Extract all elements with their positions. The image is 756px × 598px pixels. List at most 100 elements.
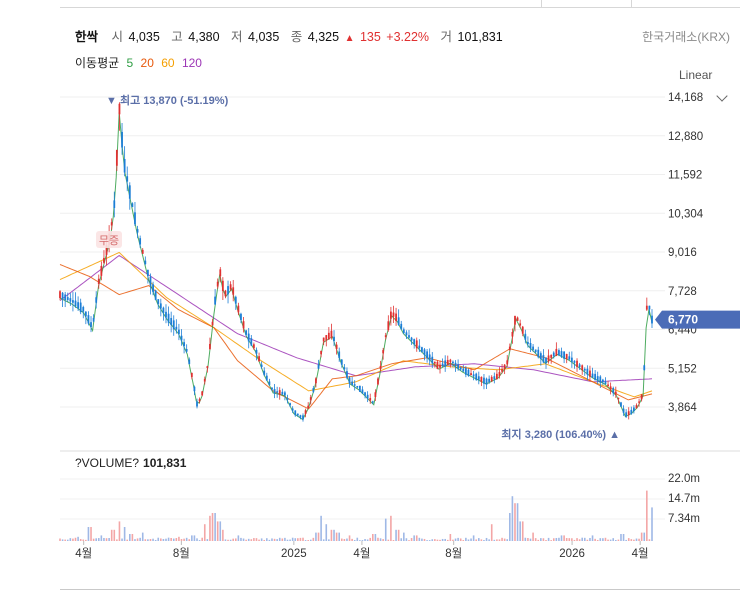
change-value: 135 — [359, 30, 381, 44]
volume-bar — [167, 537, 170, 541]
volume-bar — [436, 539, 439, 541]
volume-bar — [59, 538, 61, 541]
volume-bar — [302, 537, 304, 541]
volume-bar — [493, 539, 496, 541]
volume-bar — [620, 534, 622, 541]
ma-60[interactable]: 60 — [161, 56, 175, 70]
volume-bar — [322, 539, 325, 541]
volume-bar — [333, 529, 335, 541]
candle-body — [206, 366, 209, 368]
ma-5[interactable]: 5 — [126, 56, 134, 70]
volume-bar — [457, 537, 459, 541]
candle-body — [462, 368, 465, 372]
volume-title: ?VOLUME? 101,831 — [75, 456, 186, 470]
candle-body — [364, 392, 366, 396]
volume-bar — [382, 539, 384, 541]
candle-body — [72, 300, 74, 303]
candle-body — [493, 376, 496, 380]
volume-bar — [434, 539, 436, 541]
moving-average-legend[interactable]: 이동평균 5 20 60 120 — [75, 54, 206, 71]
candle-body — [330, 330, 333, 338]
volume-bar — [206, 539, 209, 541]
y-tick-label: 7,728 — [668, 286, 697, 298]
open-label: 시 — [111, 30, 124, 44]
volume-bar — [222, 529, 224, 541]
volume-bar — [633, 539, 635, 541]
volume-bar — [216, 521, 219, 541]
candle-body — [563, 351, 566, 359]
volume-bar — [454, 538, 457, 541]
candle-body — [622, 408, 625, 413]
volume-bar — [123, 527, 126, 541]
volume-bar — [542, 538, 545, 541]
candle-body — [170, 318, 173, 325]
volume-bar — [136, 538, 139, 541]
volume-bar — [379, 538, 382, 541]
event-badge: 무증 — [99, 235, 119, 247]
volume-bar — [444, 538, 446, 541]
volume-bar — [550, 540, 552, 541]
candle-body — [325, 335, 328, 341]
candle-body — [227, 286, 229, 295]
candle-body — [113, 200, 116, 208]
scale-toggle[interactable]: Linear — [679, 68, 713, 82]
candle-body — [377, 378, 379, 385]
volume-bar — [69, 538, 72, 541]
candle-body — [369, 398, 372, 401]
volume-bar — [255, 538, 258, 541]
candle-body — [232, 287, 235, 295]
candle-body — [495, 373, 498, 380]
volume-bar — [459, 538, 462, 541]
volume-bar — [183, 538, 185, 541]
candle-body — [392, 312, 395, 317]
volume-bar — [516, 503, 519, 541]
stock-name: 한싹 — [75, 30, 99, 44]
volume-bars — [59, 490, 653, 541]
volume-bar — [178, 536, 180, 541]
x-axis: 4월 8월 2025 4월 8월 2026 4월 — [75, 541, 649, 560]
candle-body — [578, 364, 581, 368]
candle-body — [532, 346, 534, 350]
volume-bar — [315, 532, 317, 541]
candle-body — [581, 365, 584, 371]
candle-body — [302, 415, 304, 420]
close-value: 4,325 — [307, 30, 340, 44]
volume-bar — [237, 535, 240, 541]
candle-body — [141, 249, 144, 254]
open-value: 4,035 — [128, 30, 160, 44]
volume-bar — [309, 539, 312, 541]
ma-20[interactable]: 20 — [140, 56, 154, 70]
volume-bar — [90, 527, 92, 541]
volume-bar — [537, 539, 540, 541]
volume-bar — [113, 529, 116, 541]
volume-bar — [253, 538, 255, 541]
volume-bar — [617, 539, 620, 541]
candle-body — [327, 332, 330, 340]
volume-bar — [260, 538, 263, 541]
candle-body — [348, 377, 351, 384]
candle-body — [90, 322, 92, 327]
candle-body — [395, 313, 397, 321]
candle-body — [245, 330, 248, 335]
volume-bar — [472, 535, 475, 541]
volume-bar — [426, 540, 428, 541]
volume-bar — [488, 539, 490, 541]
volume-bar — [229, 539, 232, 541]
candle-body — [309, 397, 312, 401]
candle-body — [570, 357, 573, 363]
volume-bar — [97, 538, 100, 541]
candle-body — [131, 203, 134, 207]
candle-body — [457, 364, 460, 369]
candle-body — [379, 365, 382, 370]
ma-120[interactable]: 120 — [181, 56, 202, 70]
candle-body — [82, 307, 85, 312]
candle-body — [384, 335, 387, 338]
volume-bar — [359, 540, 361, 541]
ma60-line — [59, 251, 653, 398]
candle-body — [190, 372, 193, 378]
candle-body — [382, 350, 385, 354]
volume-bar — [297, 538, 299, 541]
candle-body — [568, 356, 571, 360]
x-tick-label: 2026 — [559, 548, 585, 560]
